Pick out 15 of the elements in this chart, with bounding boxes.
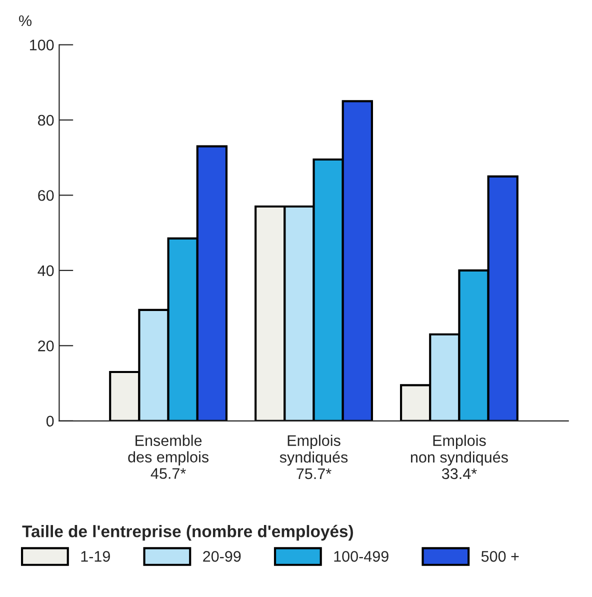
- y-axis-title: %: [19, 15, 32, 26]
- legend-label: 100-499: [334, 551, 388, 562]
- y-tick-label: 100: [30, 40, 54, 50]
- legend-label: 500 +: [481, 551, 519, 562]
- y-tick-label: 20: [38, 340, 54, 352]
- legend-label: 20-99: [203, 551, 241, 562]
- legend-title: Taille de l'entreprise (nombre d'employés): [22, 524, 353, 541]
- x-tick-label: Ensemble des emplois 45.7*: [128, 434, 209, 479]
- y-tick-label: 0: [46, 416, 54, 427]
- y-tick-label: 40: [38, 265, 54, 276]
- y-tick-label: 60: [38, 190, 54, 201]
- x-tick-label: Emplois non syndiqués 33.4*: [410, 434, 508, 480]
- legend-label: 1-19: [81, 551, 110, 562]
- y-tick-label: 80: [38, 114, 54, 126]
- x-tick-label: Emplois syndiqués 75.7*: [280, 434, 348, 480]
